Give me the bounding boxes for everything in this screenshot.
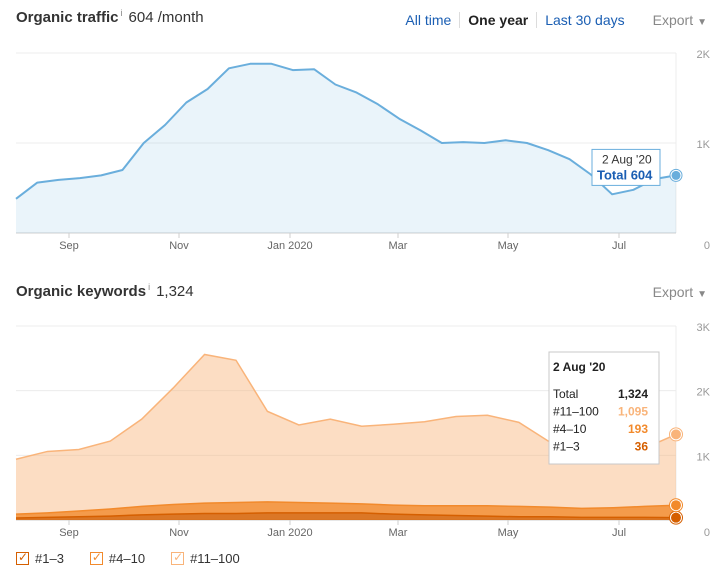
x-tick-label: May [498,240,519,252]
x-tick-label: Jan 2020 [267,527,312,539]
keywords-tooltip-row-value: 1,095 [618,405,648,419]
keywords-export-button[interactable]: Export ▼ [653,284,707,300]
keywords-tooltip-row-label: #1–3 [553,440,580,454]
x-tick-label: Nov [169,527,189,539]
keywords-header: Organic keywords i 1,324 [16,282,194,306]
legend-label-top3: #1–3 [35,551,64,566]
keywords-legend: #1–3 #4–10 #11–100 [16,550,266,566]
y-tick-label: 2K [697,387,711,399]
y-tick-label: 2K [697,49,711,61]
keywords-marker-top100 [671,429,681,440]
keywords-export-label: Export [652,284,694,300]
x-tick-label: Sep [59,527,79,539]
chevron-down-icon: ▼ [697,17,707,28]
traffic-area [16,63,676,233]
keywords-tooltip-date: 2 Aug '20 [553,360,606,374]
legend-item-top3[interactable]: #1–3 [16,550,64,566]
traffic-header: Organic traffic i 604 /month [16,8,204,32]
keywords-title: Organic keywords [16,283,147,300]
legend-checkbox-top10[interactable] [89,550,103,565]
keywords-info-icon[interactable]: i [148,282,151,292]
keywords-tooltip-row-label: #11–100 [553,405,599,419]
y-tick-label: 0 [704,527,710,539]
traffic-marker [671,170,681,180]
range-all-time-button[interactable]: All time [405,12,452,28]
keywords-line-1 [15,501,677,515]
x-tick-label: Jul [612,527,626,539]
y-tick-label: 1K [697,139,711,151]
y-tick-label: 0 [704,240,710,252]
traffic-title: Organic traffic [16,9,119,26]
keywords-line-0 [15,512,677,519]
traffic-export-button[interactable]: Export ▼ [653,12,707,28]
keywords-tooltip-row-label: Total [553,387,578,401]
traffic-info-icon[interactable]: i [120,8,123,18]
keywords-marker-top10 [671,500,681,511]
keywords-tooltip [548,351,660,465]
x-tick-label: Jul [612,240,626,252]
legend-item-top100[interactable]: #11–100 [171,550,240,566]
range-one-year-button[interactable]: One year [468,12,529,28]
traffic-tooltip-total: Total 604 [597,167,653,182]
range-divider [536,12,538,28]
keywords-chart[interactable]: 0 1K 2K 3K Sep Nov Jan 2020 Mar May Jul 2 Aug '20 T… [0,306,727,544]
x-tick-label: Sep [59,240,79,252]
range-last-30-days-button[interactable]: Last 30 days [545,12,625,28]
traffic-chart[interactable]: 0 1K 2K Sep Nov Jan 2020 Mar May Jul 2 Aug '20Tot… [0,30,727,280]
legend-checkbox-top100[interactable] [171,550,185,565]
keywords-area-top100 [16,354,676,515]
traffic-tooltip-date: 2 Aug '20 [602,152,652,166]
legend-label-top10: #4–10 [108,551,146,566]
chevron-down-icon: ▼ [697,289,707,300]
x-tick-label: Jan 2020 [267,240,312,252]
keywords-tooltip-row-value: 1,324 [618,387,648,401]
y-tick-label: 1K [697,451,711,463]
legend-checkbox-top3[interactable] [16,550,29,565]
x-tick-label: Mar [389,240,408,252]
keywords-metric: 1,324 [156,283,194,300]
traffic-export-label: Export [652,12,694,28]
keywords-tooltip-row-label: #4–10 [553,422,587,436]
range-controls: All time One year Last 30 days Export ▼ [397,12,707,28]
range-divider [459,12,461,28]
keywords-marker-top3 [671,512,681,523]
x-tick-label: Mar [389,527,408,539]
keywords-tooltip-row-value: 36 [635,440,649,454]
keywords-tooltip-row-value: 193 [628,422,648,436]
traffic-line [15,62,677,200]
traffic-tooltip [591,148,661,186]
x-tick-label: Nov [169,240,189,252]
legend-item-top10[interactable]: #4–10 [89,550,146,566]
y-tick-label: 3K [697,322,711,334]
x-tick-label: May [498,527,519,539]
legend-label-top100: #11–100 [190,551,240,566]
traffic-metric: 604 /month [128,9,204,26]
